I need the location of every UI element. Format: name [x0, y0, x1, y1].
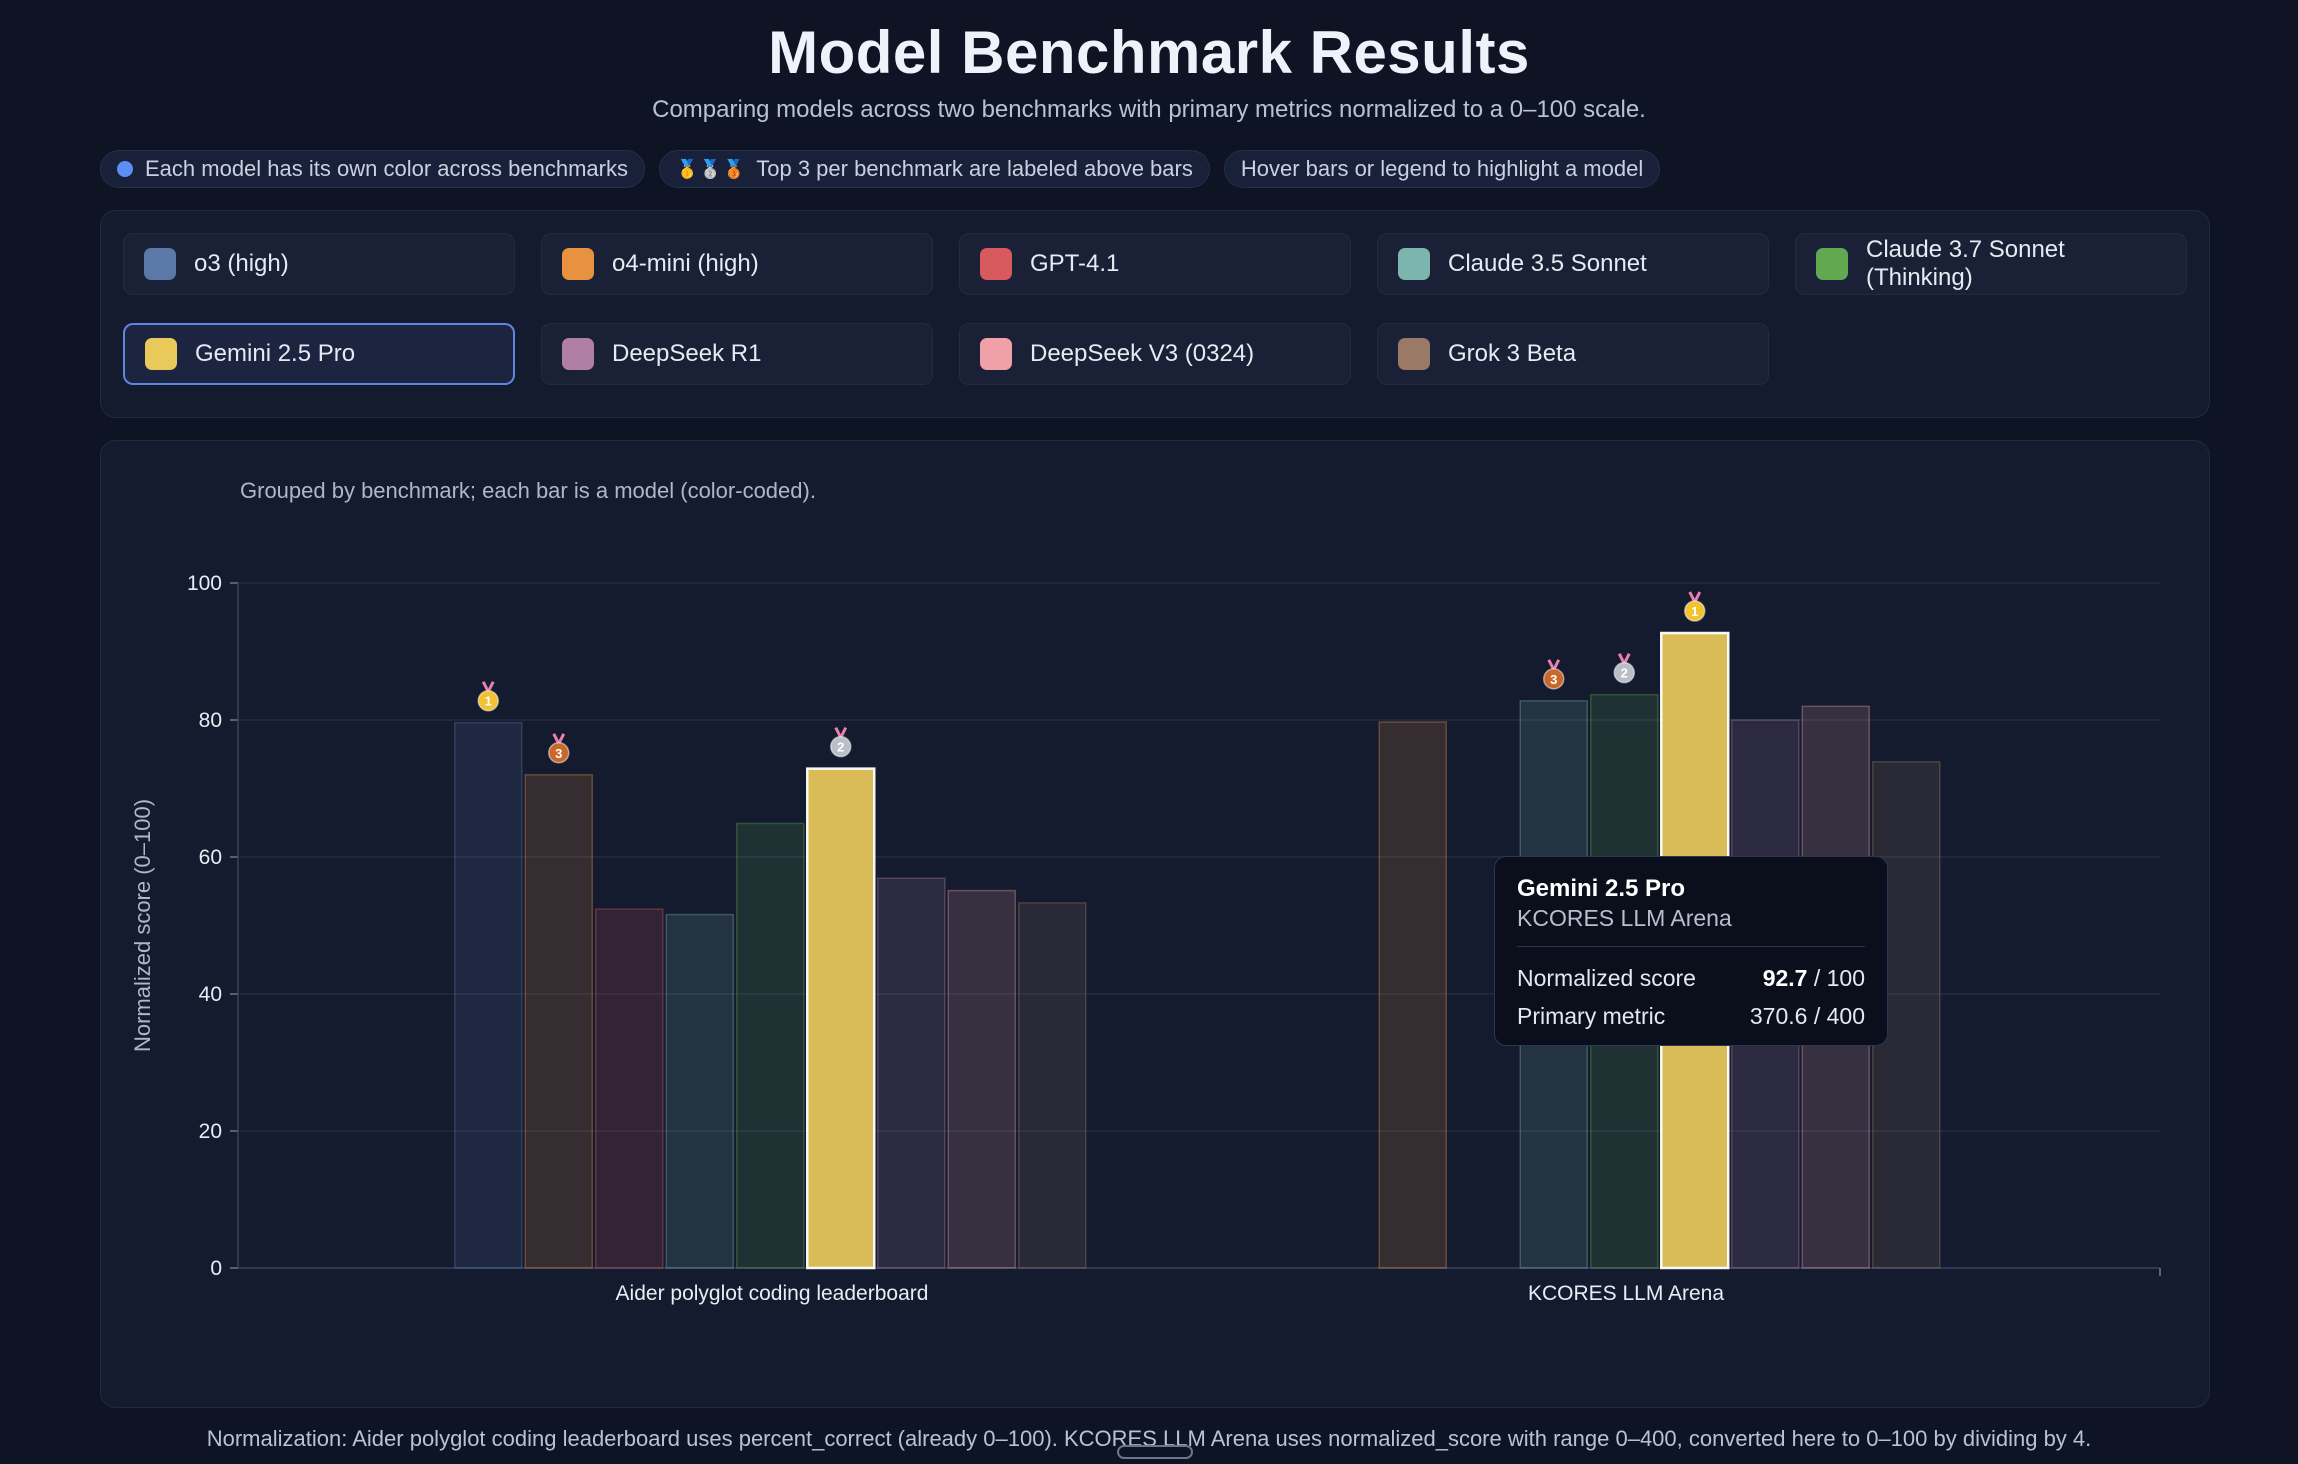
legend-label: GPT-4.1 — [1030, 250, 1120, 277]
bar — [1018, 902, 1087, 1269]
bar — [454, 721, 523, 1269]
info-pill-text: Each model has its own color across benc… — [145, 156, 628, 181]
medal-rank-label: 3 — [555, 746, 562, 761]
y-tick-label: 100 — [187, 572, 222, 595]
legend-swatch — [562, 338, 594, 370]
medal-rank-label: 2 — [837, 740, 844, 755]
medal-rank-label: 1 — [485, 694, 492, 709]
page-subtitle: Comparing models across two benchmarks w… — [652, 96, 1646, 123]
bar — [665, 913, 734, 1269]
chart-caption: Grouped by benchmark; each bar is a mode… — [240, 478, 816, 503]
medal-icon — [1684, 600, 1706, 622]
legend-swatch — [1816, 248, 1848, 280]
tooltip-row-normalized: Normalized score 92.7 / 100 — [1517, 959, 1865, 997]
legend-swatch — [980, 338, 1012, 370]
y-tick-label: 0 — [210, 1257, 222, 1280]
legend-swatch — [562, 248, 594, 280]
legend-label: Gemini 2.5 Pro — [195, 340, 356, 367]
legend-label: DeepSeek R1 — [612, 340, 762, 367]
tooltip-divider — [1517, 946, 1865, 947]
legend-swatch — [1398, 338, 1430, 370]
bar — [595, 908, 664, 1269]
medal-rank-label: 1 — [1691, 604, 1698, 619]
medals-icon: 🥇🥈🥉 — [676, 158, 747, 179]
bar — [1378, 721, 1447, 1269]
tooltip-row-value-wrap: 92.7 / 100 — [1763, 965, 1865, 992]
legend-item[interactable]: o3 (high) — [123, 233, 515, 295]
x-tick-label: KCORES LLM Arena — [1528, 1282, 1724, 1305]
info-pill-top3: 🥇🥈🥉 Top 3 per benchmark are labeled abov… — [659, 150, 1210, 188]
y-tick-label: 80 — [199, 709, 222, 732]
medal-icon — [548, 742, 570, 764]
legend-label: Claude 3.7 Sonnet (Thinking) — [1866, 236, 2065, 291]
medal-rank-label: 2 — [1621, 666, 1628, 681]
tooltip-row-suffix: / 100 — [1807, 964, 1865, 991]
y-tick-label: 40 — [199, 983, 222, 1006]
info-pill-text: Hover bars or legend to highlight a mode… — [1240, 156, 1644, 181]
page-title: Model Benchmark Results — [768, 19, 1530, 86]
scroll-handle[interactable] — [1117, 1445, 1193, 1459]
legend-item[interactable]: GPT-4.1 — [959, 233, 1351, 295]
legend-label: Claude 3.5 Sonnet — [1448, 250, 1647, 277]
bar — [524, 774, 593, 1269]
legend-swatch — [1398, 248, 1430, 280]
tooltip-model: Gemini 2.5 Pro — [1517, 875, 1686, 902]
legend-item[interactable]: DeepSeek R1 — [541, 323, 933, 385]
legend-item[interactable]: Gemini 2.5 Pro — [123, 323, 515, 385]
legend-label: DeepSeek V3 (0324) — [1030, 340, 1255, 367]
tooltip-row-value: 92.7 — [1762, 964, 1808, 991]
tooltip-row-value: 370.6 / 400 — [1749, 1002, 1865, 1029]
legend-item[interactable]: Claude 3.5 Sonnet — [1377, 233, 1769, 295]
blue-dot-icon — [117, 161, 133, 177]
legend-swatch — [145, 338, 177, 370]
medal-icon — [477, 689, 499, 712]
info-pill-colors: Each model has its own color across benc… — [100, 150, 645, 188]
info-pill-text: Top 3 per benchmark are labeled above ba… — [756, 156, 1193, 181]
legend-item[interactable]: DeepSeek V3 (0324) — [959, 323, 1351, 385]
legend-label: Grok 3 Beta — [1448, 340, 1577, 367]
y-axis-label: Normalized score (0–100) — [130, 799, 155, 1052]
legend-item[interactable]: o4-mini (high) — [541, 233, 933, 295]
legend-swatch — [980, 248, 1012, 280]
tooltip-benchmark: KCORES LLM Arena — [1517, 905, 1732, 931]
bar-tooltip: Gemini 2.5 Pro KCORES LLM Arena Normaliz… — [1494, 856, 1888, 1046]
legend-label: o4-mini (high) — [612, 250, 759, 277]
legend-swatch — [144, 248, 176, 280]
tooltip-row-primary: Primary metric 370.6 / 400 — [1517, 997, 1865, 1035]
tooltip-row-label: Normalized score — [1517, 964, 1696, 991]
info-pill-hover: Hover bars or legend to highlight a mode… — [1223, 150, 1661, 188]
bar — [877, 877, 946, 1269]
tooltip-row-label: Primary metric — [1517, 1002, 1666, 1029]
y-tick-label: 60 — [199, 846, 222, 869]
legend-item[interactable]: Claude 3.7 Sonnet (Thinking) — [1795, 233, 2187, 295]
medal-icon — [1543, 668, 1565, 690]
bar — [736, 822, 805, 1269]
medal-icon — [830, 735, 852, 758]
y-tick-label: 20 — [199, 1120, 222, 1143]
legend-item[interactable]: Grok 3 Beta — [1377, 323, 1769, 385]
bar — [947, 889, 1016, 1269]
medal-icon — [1613, 661, 1635, 684]
medal-rank-label: 3 — [1550, 672, 1557, 687]
bar — [806, 767, 876, 1270]
x-tick-label: Aider polyglot coding leaderboard — [616, 1282, 929, 1305]
legend-panel: o3 (high) o4-mini (high) GPT-4.1 Claude 3.5… — [100, 210, 2210, 418]
legend-label: o3 (high) — [194, 250, 289, 277]
info-pills: Each model has its own color across benc… — [100, 150, 1661, 188]
